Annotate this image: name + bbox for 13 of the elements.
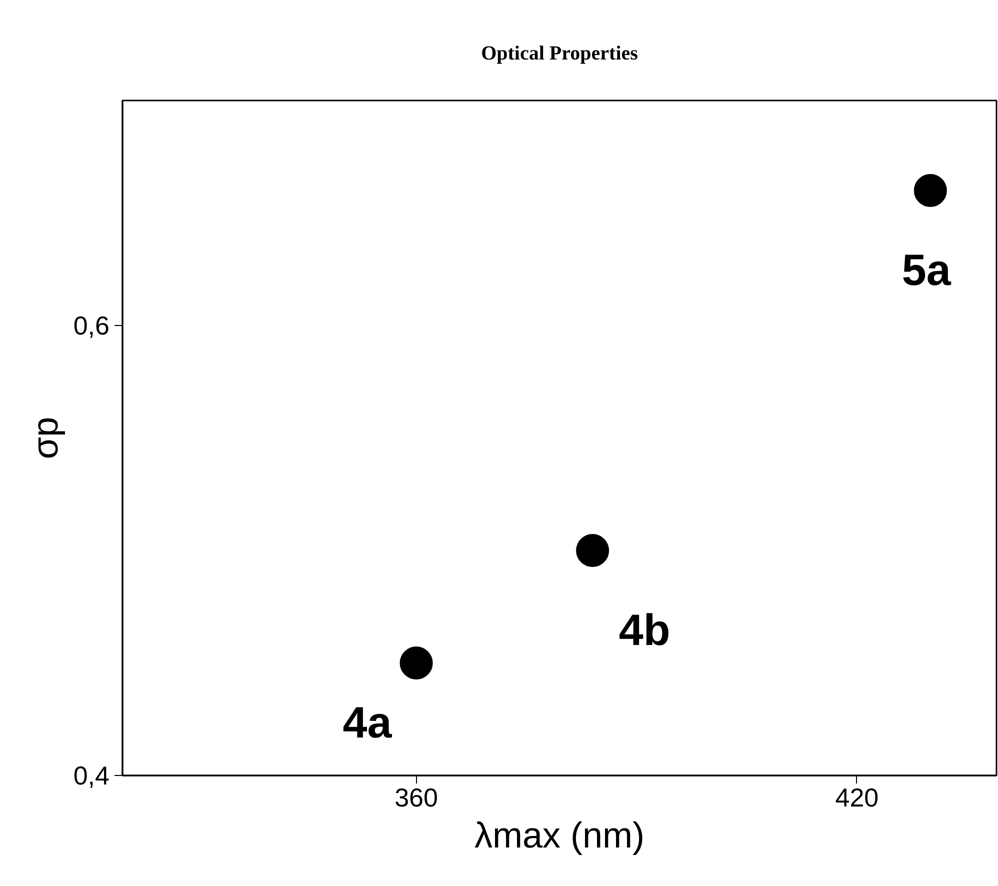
x-tick-label: 360 bbox=[394, 782, 438, 812]
y-tick-label: 0,6 bbox=[73, 310, 110, 340]
x-tick-label: 420 bbox=[835, 782, 879, 812]
annotation: 4b bbox=[618, 606, 670, 655]
x-axis-title: λmax (nm) bbox=[474, 814, 644, 856]
annotation: 4a bbox=[342, 698, 392, 748]
point bbox=[576, 534, 610, 567]
annotation: 5a bbox=[902, 246, 952, 295]
chart-title: Optical Properties bbox=[481, 42, 638, 64]
y-axis-title: σp bbox=[24, 416, 66, 460]
y-tick-label: 0,4 bbox=[73, 760, 110, 790]
point bbox=[914, 174, 947, 207]
point bbox=[400, 646, 433, 680]
